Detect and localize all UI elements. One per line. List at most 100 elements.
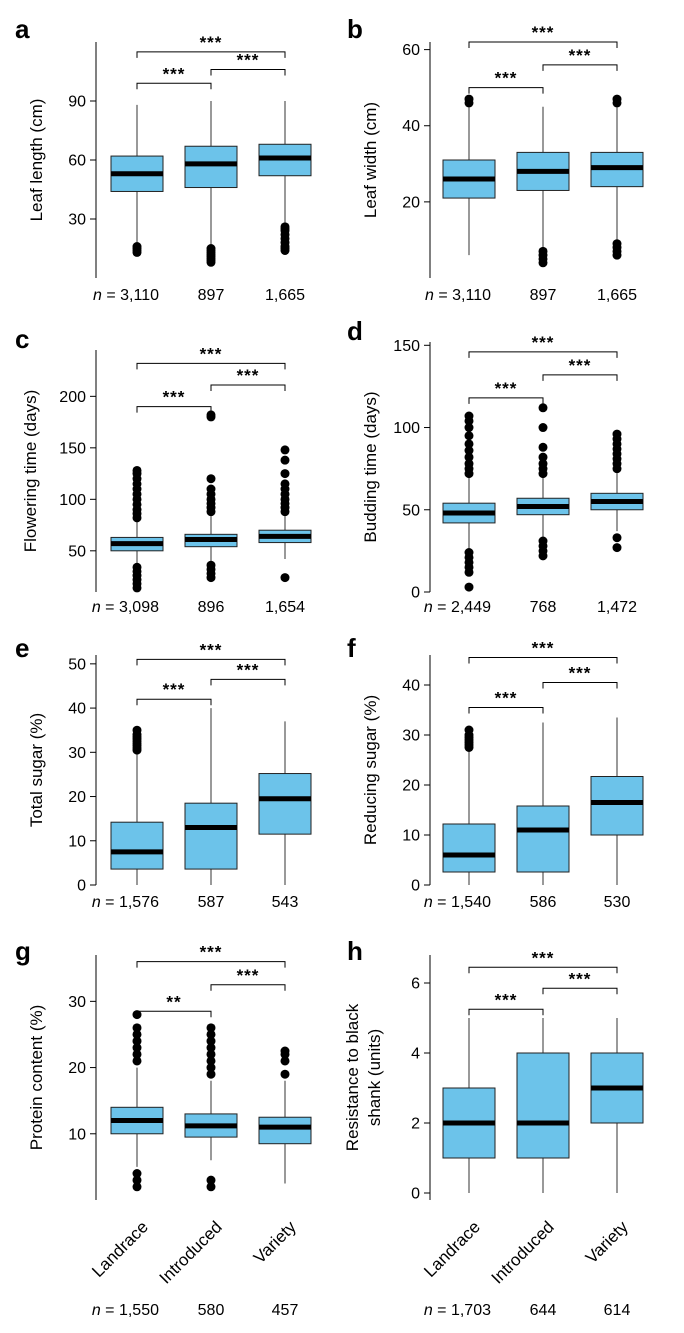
significance-bracket [136,82,212,90]
n-count-label: n = 2,449 [424,599,491,616]
n-count-label: n = 1,550 [92,1302,159,1319]
box-1 [516,403,570,561]
outlier-point [206,484,216,494]
category-label: Variety [250,1217,300,1267]
y-tick-label: 20 [402,778,420,795]
significance-bracket [468,87,544,94]
panel-g: g 10 20 30 Protein content (%) n = 1,550 580 45… [15,936,312,1319]
significance-bracket [468,351,618,358]
significance-label: *** [569,46,592,65]
outlier-point [206,1036,216,1046]
iqr-box [442,823,496,873]
significance-label: *** [200,943,223,962]
outlier-point [206,1056,216,1066]
significance-bracket [136,698,212,706]
significance-label: *** [495,990,518,1009]
outlier-point [464,446,474,456]
y-tick-label: 100 [393,420,420,437]
panel-letter: h [347,936,363,966]
n-count-label: n = 3,110 [425,287,491,304]
n-count-label: 768 [530,599,557,616]
iqr-box [258,1116,312,1145]
box-0 [442,411,496,592]
n-prefix: n [424,599,433,616]
outlier-point [464,452,474,462]
significance-label: *** [532,639,555,658]
box-0 [110,465,164,593]
significance-bracket [136,961,286,968]
outlier-point [538,442,548,452]
outlier-point [206,1043,216,1053]
outlier-point [280,1046,290,1056]
panel-c: c 50 100 150 200 Flowering time (days) n = 3,0… [15,324,312,616]
outlier-point [132,1023,142,1033]
outlier-point [280,469,290,479]
outlier-point [132,1036,142,1046]
significance-label: *** [495,379,518,398]
category-label: Landrace [88,1217,152,1281]
y-axis-label: Budding time (days) [361,391,380,542]
outlier-point [132,1043,142,1053]
y-tick-label: 20 [68,789,86,806]
y-tick-label: 40 [68,701,86,718]
n-value: 2,449 [451,599,491,616]
outlier-point [206,410,216,420]
outlier-point [132,1056,142,1066]
outlier-point [132,242,142,252]
n-count-label: 614 [604,1302,631,1319]
panel-e: e 0 10 20 30 40 50 Total sugar (%) n = 1,576 587 5… [15,633,312,911]
y-axis-label: Total sugar (%) [27,713,46,827]
box-2 [258,721,312,885]
n-count-label: n = 3,098 [92,599,159,616]
significance-label: *** [569,664,592,683]
n-prefix: n [425,287,434,304]
significance-bracket [136,658,286,666]
box-2 [590,94,644,260]
box-0 [442,94,496,256]
y-tick-label: 50 [68,543,86,560]
outlier-point [132,725,142,735]
y-axis-label: Protein content (%) [27,1005,46,1151]
y-tick-label: 2 [411,1116,420,1133]
n-count-label: 1,665 [265,287,305,304]
category-label: Landrace [420,1217,484,1281]
y-tick-label: 10 [68,833,86,850]
n-count-label: 897 [198,287,225,304]
outlier-point [132,1029,142,1039]
y-tick-label: 40 [402,678,420,695]
significance-bracket [210,678,286,686]
y-tick-label: 90 [68,94,86,111]
y-tick-label: 6 [411,976,420,993]
box-0 [442,725,496,885]
significance-bracket [136,51,286,58]
y-tick-label: 0 [77,878,86,895]
box-1 [184,410,238,583]
significance-bracket [542,682,618,689]
outlier-point [206,1182,216,1192]
y-tick-label: 30 [68,745,86,762]
n-value: 3,110 [452,287,491,304]
significance-label: ** [166,992,181,1011]
n-count-label: n = 1,703 [424,1302,491,1319]
significance-bracket [468,657,618,664]
significance-bracket [468,707,544,714]
y-tick-label: 30 [402,728,420,745]
significance-bracket [468,1008,544,1016]
box-2 [258,1046,312,1184]
outlier-point [132,1182,142,1192]
outlier-point [132,1049,142,1059]
n-count-label: 897 [530,287,557,304]
y-tick-label: 20 [402,194,420,211]
y-axis-label: Resistance to black [343,1003,362,1151]
outlier-point [464,582,474,592]
significance-bracket [136,406,212,413]
box-2 [258,445,312,583]
box-2 [590,429,644,553]
significance-bracket [542,374,618,381]
outlier-point [206,1175,216,1185]
n-prefix: n [93,287,102,304]
n-count-label: 1,472 [597,599,637,616]
y-tick-label: 4 [411,1046,420,1063]
iqr-box [258,773,312,835]
significance-label: *** [237,366,260,385]
